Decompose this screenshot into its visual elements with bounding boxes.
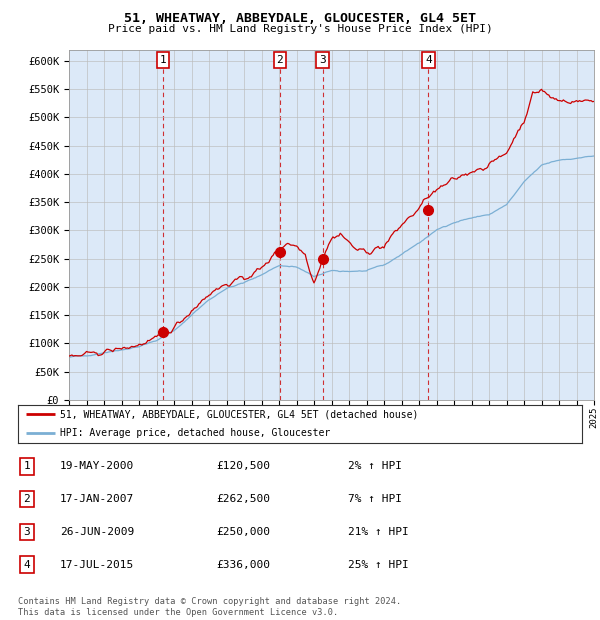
Text: 3: 3 — [319, 55, 326, 65]
Text: 1: 1 — [23, 461, 31, 471]
Text: 3: 3 — [23, 527, 31, 537]
Text: 51, WHEATWAY, ABBEYDALE, GLOUCESTER, GL4 5ET (detached house): 51, WHEATWAY, ABBEYDALE, GLOUCESTER, GL4… — [60, 409, 419, 420]
Text: £262,500: £262,500 — [216, 494, 270, 504]
Text: 17-JUL-2015: 17-JUL-2015 — [60, 560, 134, 570]
Text: 26-JUN-2009: 26-JUN-2009 — [60, 527, 134, 537]
Text: £250,000: £250,000 — [216, 527, 270, 537]
Text: 4: 4 — [23, 560, 31, 570]
Text: 2: 2 — [23, 494, 31, 504]
Text: £336,000: £336,000 — [216, 560, 270, 570]
Text: Price paid vs. HM Land Registry's House Price Index (HPI): Price paid vs. HM Land Registry's House … — [107, 24, 493, 33]
Text: £120,500: £120,500 — [216, 461, 270, 471]
Text: 21% ↑ HPI: 21% ↑ HPI — [348, 527, 409, 537]
Text: HPI: Average price, detached house, Gloucester: HPI: Average price, detached house, Glou… — [60, 428, 331, 438]
Text: 51, WHEATWAY, ABBEYDALE, GLOUCESTER, GL4 5ET: 51, WHEATWAY, ABBEYDALE, GLOUCESTER, GL4… — [124, 12, 476, 25]
Text: 1: 1 — [160, 55, 167, 65]
Text: 4: 4 — [425, 55, 432, 65]
Text: 2% ↑ HPI: 2% ↑ HPI — [348, 461, 402, 471]
Text: 7% ↑ HPI: 7% ↑ HPI — [348, 494, 402, 504]
Text: 25% ↑ HPI: 25% ↑ HPI — [348, 560, 409, 570]
Text: 2: 2 — [277, 55, 283, 65]
Text: Contains HM Land Registry data © Crown copyright and database right 2024.
This d: Contains HM Land Registry data © Crown c… — [18, 598, 401, 617]
Text: 17-JAN-2007: 17-JAN-2007 — [60, 494, 134, 504]
Text: 19-MAY-2000: 19-MAY-2000 — [60, 461, 134, 471]
